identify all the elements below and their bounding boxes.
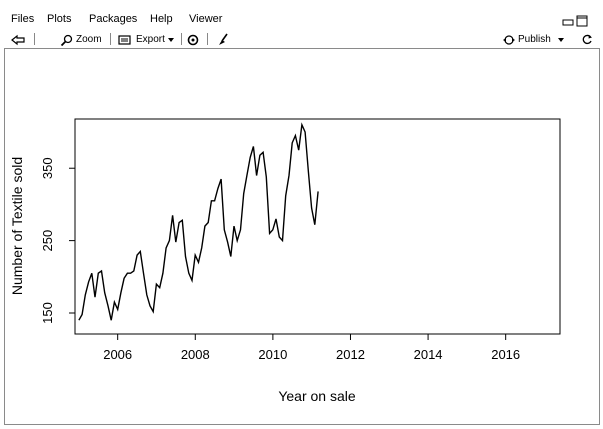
clear-all-plots-button[interactable] [217, 33, 229, 46]
broom-icon [219, 33, 228, 45]
remove-plot-icon [187, 34, 199, 45]
export-button[interactable]: Export [118, 33, 175, 46]
back-arrow-button[interactable] [11, 33, 25, 46]
y-tick-label: 350 [40, 157, 55, 179]
dropdown-arrow-icon [557, 37, 564, 42]
refresh-icon [582, 34, 592, 44]
tab-files[interactable]: Files [11, 13, 35, 25]
tab-help[interactable]: Help [150, 13, 173, 25]
dropdown-arrow-icon [167, 37, 174, 42]
x-tick-label: 2016 [491, 347, 520, 362]
pane-tab-bar: Files Plots Packages Help Viewer [0, 0, 603, 30]
remove-plot-button[interactable] [187, 33, 199, 46]
y-axis-label: Number of Textile sold [9, 157, 25, 295]
export-label: Export [136, 34, 165, 45]
y-tick-label: 250 [40, 230, 55, 252]
tab-plots[interactable]: Plots [47, 13, 72, 25]
time-series-chart: 150 250 350 2006 2008 2010 2012 2014 2016 Year … [9, 118, 561, 404]
magnifier-icon [60, 34, 73, 46]
x-tick-label: 2010 [258, 347, 287, 362]
plot-viewer: 150 250 350 2006 2008 2010 2012 2014 2016 Year … [4, 48, 600, 425]
publish-icon [503, 34, 515, 45]
toolbar-divider [207, 33, 208, 45]
maximize-pane-icon[interactable] [576, 14, 588, 32]
arrow-left-icon [11, 34, 25, 45]
x-tick-label: 2006 [103, 347, 132, 362]
toolbar-divider [110, 33, 111, 45]
x-axis-label: Year on sale [278, 388, 356, 404]
publish-button[interactable]: Publish [502, 33, 565, 46]
export-image-icon [118, 34, 131, 45]
y-tick-label: 150 [40, 302, 55, 324]
x-tick-label: 2008 [181, 347, 210, 362]
publish-label: Publish [518, 34, 551, 45]
tab-viewer[interactable]: Viewer [189, 13, 223, 25]
plot-box [74, 118, 561, 335]
minimize-pane-icon[interactable] [562, 14, 574, 32]
series-line [78, 122, 319, 321]
zoom-label: Zoom [76, 34, 102, 45]
tab-packages[interactable]: Packages [89, 13, 138, 25]
zoom-button[interactable]: Zoom [60, 33, 102, 46]
toolbar-divider [181, 33, 182, 45]
x-tick-label: 2014 [414, 347, 443, 362]
plots-toolbar: Zoom Export Publish [0, 30, 603, 48]
x-tick-label: 2012 [336, 347, 365, 362]
toolbar-divider [34, 33, 35, 45]
refresh-plot-button[interactable] [581, 33, 593, 46]
